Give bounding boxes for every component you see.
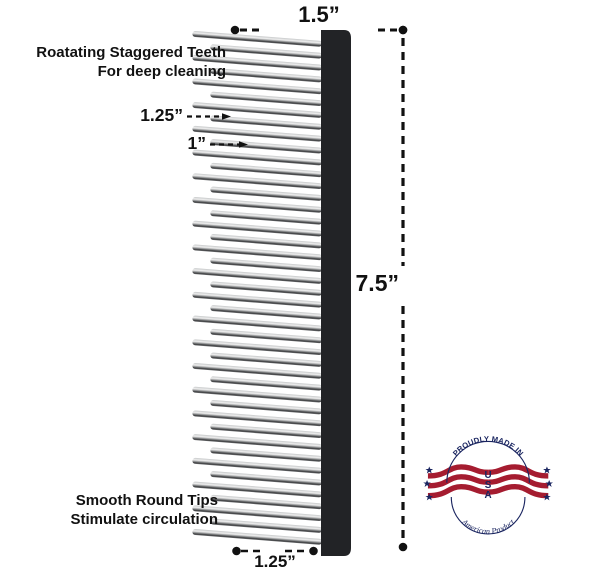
svg-text:7.5”: 7.5”: [356, 270, 399, 296]
svg-text:For deep cleaning: For deep cleaning: [98, 63, 226, 80]
svg-text:American Product: American Product: [459, 517, 516, 536]
svg-text:1”: 1”: [188, 133, 206, 153]
svg-text:Smooth Round Tips: Smooth Round Tips: [76, 492, 218, 509]
svg-text:Stimulate circulation: Stimulate circulation: [70, 511, 218, 528]
svg-text:1.25”: 1.25”: [140, 105, 183, 125]
svg-text:Roatating Staggered Teeth: Roatating Staggered Teeth: [36, 44, 226, 61]
svg-text:PROUDLY MADE IN: PROUDLY MADE IN: [451, 434, 525, 458]
svg-text:S: S: [485, 480, 492, 491]
svg-text:1.25”: 1.25”: [254, 552, 296, 571]
svg-text:U: U: [485, 470, 492, 481]
svg-text:1.5”: 1.5”: [298, 2, 340, 27]
svg-text:A: A: [485, 490, 492, 501]
